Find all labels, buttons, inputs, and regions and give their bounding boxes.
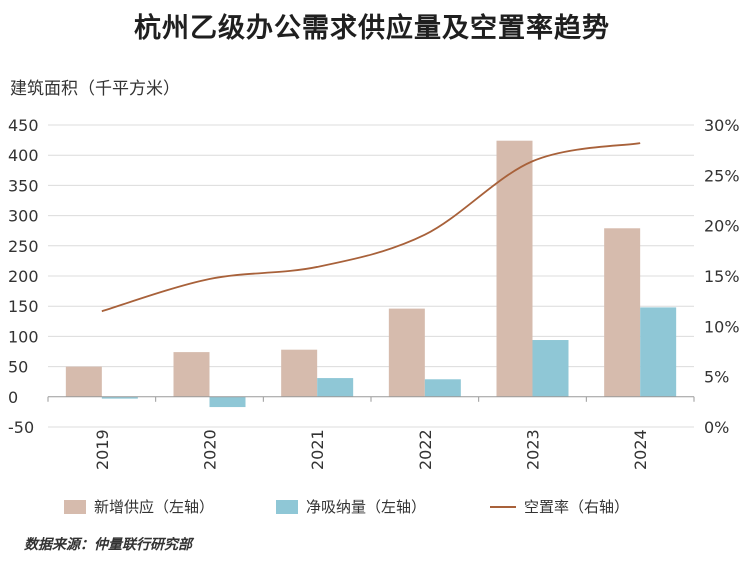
- y-tick-label: 250: [8, 237, 39, 256]
- legend: 新增供应（左轴） 净吸纳量（左轴） 空置率（右轴）: [0, 496, 744, 518]
- legend-item-absorption: 净吸纳量（左轴）: [276, 496, 426, 517]
- y2-tick-label: 20%: [704, 217, 740, 236]
- bar-supply: [604, 228, 641, 397]
- source-note: 数据来源：仲量联行研究部: [24, 537, 192, 553]
- bar-supply: [281, 349, 318, 397]
- x-tick-label: 2021: [308, 429, 327, 470]
- bar-absorption: [424, 379, 461, 397]
- bar-supply: [173, 352, 210, 397]
- right-tick-labels: 30% 25% 20% 15% 10% 5% 0%: [704, 116, 740, 437]
- bar-absorption: [209, 396, 246, 408]
- y-tick-label: -50: [8, 418, 34, 437]
- legend-item-supply: 新增供应（左轴）: [64, 496, 214, 517]
- vacancy-line: [101, 142, 641, 313]
- bar-absorption: [101, 396, 138, 399]
- vacancy-line-path: [101, 142, 641, 313]
- bar-supply: [388, 308, 425, 397]
- y2-tick-label: 25%: [704, 166, 740, 185]
- y2-tick-label: 15%: [704, 267, 740, 286]
- legend-label-supply: 新增供应（左轴）: [94, 498, 215, 516]
- y-tick-label: 200: [8, 267, 39, 286]
- legend-label-vacancy: 空置率（右轴）: [524, 498, 630, 516]
- y2-tick-label: 30%: [704, 116, 740, 135]
- x-tick-label: 2024: [631, 429, 650, 470]
- bar-absorption: [532, 340, 569, 397]
- chart-plot: 450 400 350 300 250 200 150 100 50 0 -50 30% 25% 20%…: [8, 116, 740, 470]
- bar-supply: [65, 366, 102, 397]
- legend-swatch-absorption: [276, 499, 298, 514]
- x-tick-label: 2023: [524, 429, 543, 470]
- legend-item-vacancy: 空置率（右轴）: [490, 496, 629, 517]
- bar-supply: [496, 140, 533, 397]
- chart-title: 杭州乙级办公需求供应量及空置率趋势: [134, 13, 610, 44]
- y-tick-label: 350: [8, 176, 39, 195]
- x-tick-label: 2019: [93, 429, 112, 470]
- gridlines: [48, 124, 694, 428]
- zero-line: [47, 396, 695, 402]
- x-tick-label: 2020: [201, 429, 220, 470]
- y-tick-label: 400: [8, 146, 39, 165]
- y2-tick-label: 0%: [704, 418, 729, 437]
- y2-tick-label: 10%: [704, 317, 740, 336]
- left-tick-labels: 450 400 350 300 250 200 150 100 50 0 -50: [8, 116, 39, 437]
- bar-absorption: [640, 307, 677, 397]
- y-tick-label: 0: [8, 388, 18, 407]
- x-tick-labels: 2019 2020 2021 2022 2023 2024: [93, 429, 650, 470]
- y-tick-label: 150: [8, 297, 39, 316]
- y2-tick-label: 5%: [704, 368, 729, 387]
- legend-swatch-vacancy: [490, 505, 516, 508]
- x-tick-label: 2022: [416, 429, 435, 470]
- y-tick-label: 450: [8, 116, 39, 135]
- bars: [65, 140, 677, 408]
- y-axis-label: 建筑面积（千平方米）: [10, 79, 180, 99]
- legend-swatch-supply: [64, 499, 86, 514]
- bar-absorption: [317, 378, 354, 397]
- legend-label-absorption: 净吸纳量（左轴）: [306, 498, 427, 516]
- y-tick-label: 50: [8, 358, 28, 377]
- y-tick-label: 300: [8, 207, 39, 226]
- y-tick-label: 100: [8, 327, 39, 346]
